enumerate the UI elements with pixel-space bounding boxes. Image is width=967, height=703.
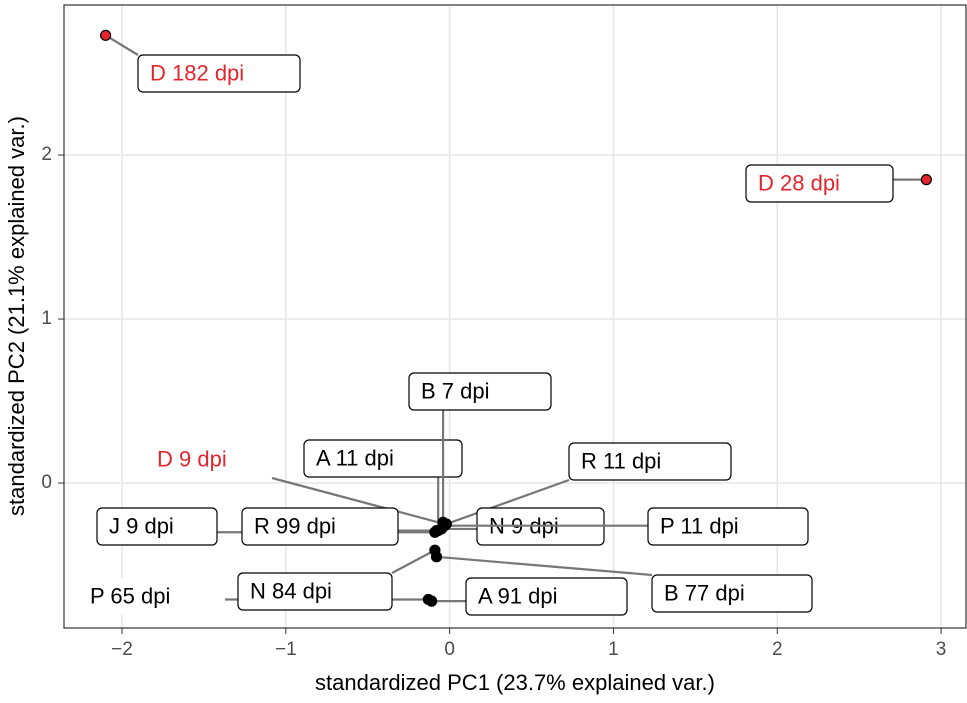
connector [391, 549, 436, 574]
point-label: P 11 dpi [660, 513, 739, 538]
label-box [78, 578, 225, 615]
label-box [745, 164, 894, 203]
connector [436, 555, 653, 577]
point [920, 174, 932, 186]
x-axis-label: standardized PC1 (23.7% explained var.) [315, 670, 715, 695]
label-box [647, 507, 809, 546]
point [439, 520, 451, 532]
point-label: J 9 dpi [109, 513, 174, 538]
y-tick-label: 0 [41, 472, 52, 493]
label-box [241, 507, 399, 546]
connector [445, 478, 570, 526]
point-label: A 11 dpi [316, 445, 394, 470]
label-box [145, 441, 272, 478]
x-tick-label: −2 [111, 639, 133, 660]
point-label: A 91 dpi [478, 583, 558, 608]
x-tick-label: 0 [444, 639, 455, 660]
x-tick-label: 1 [608, 639, 619, 660]
point-label: N 84 dpi [250, 578, 332, 603]
label-box [237, 572, 393, 611]
point-label: D 9 dpi [157, 446, 227, 471]
point-label: R 11 dpi [581, 448, 661, 473]
connector [105, 34, 139, 56]
label-box [651, 574, 813, 613]
y-tick-label: 2 [41, 144, 52, 165]
x-tick-label: 2 [772, 639, 783, 660]
label-box [465, 577, 628, 616]
y-tick-label: 1 [41, 308, 52, 329]
point-label: D 28 dpi [758, 170, 840, 195]
label-box [303, 439, 463, 478]
x-tick-label: 3 [936, 639, 947, 660]
plot-border [63, 4, 967, 629]
point [426, 595, 438, 607]
label-box [408, 372, 552, 411]
point [100, 29, 112, 41]
label-box [96, 507, 218, 546]
y-axis-label: standardized PC2 (21.1% explained var.) [4, 116, 29, 516]
x-tick-label: −1 [275, 639, 297, 660]
point-label: D 182 dpi [150, 60, 244, 85]
point-label: B 7 dpi [421, 378, 490, 403]
point [430, 551, 443, 563]
point-label: P 65 dpi [90, 583, 170, 608]
point-label: B 77 dpi [664, 580, 745, 605]
label-box [568, 442, 732, 481]
label-box [137, 54, 301, 93]
connector [271, 476, 446, 526]
point-label: R 99 dpi [254, 513, 336, 538]
